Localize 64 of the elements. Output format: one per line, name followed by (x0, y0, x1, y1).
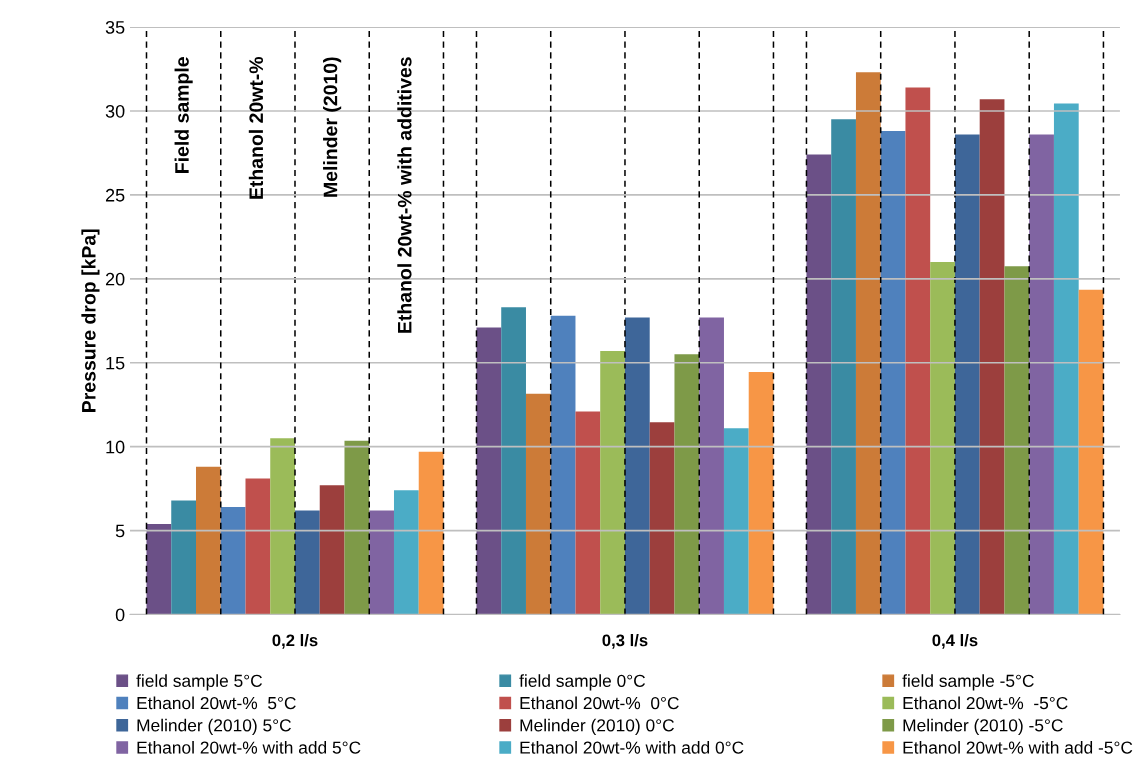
bar (319, 485, 345, 615)
annotation: Melinder (2010) (323, 57, 342, 197)
bar (525, 393, 551, 615)
y-tick-label: 35 (105, 20, 125, 34)
bar (930, 262, 955, 615)
bar (954, 134, 980, 615)
bar (624, 317, 650, 615)
legend-label: field sample 5°C (136, 674, 263, 691)
bar (245, 478, 271, 615)
bar (699, 317, 724, 615)
bar (674, 354, 700, 615)
bar (294, 510, 320, 615)
legend-label: Ethanol 20wt-% with add 0°C (520, 741, 744, 754)
bar (476, 327, 502, 615)
bar (369, 510, 394, 615)
bar (196, 466, 221, 615)
bar (146, 523, 172, 615)
legend-label: Melinder (2010) -5°C (903, 718, 1063, 735)
bar (1029, 134, 1054, 615)
bar (905, 87, 931, 615)
bar (1004, 266, 1030, 615)
legend-label: Ethanol 20wt-% with add -5°C (903, 741, 1133, 754)
bar (550, 315, 576, 615)
legend-label: Ethanol 20wt-% with add 5°C (137, 741, 361, 754)
bar (806, 154, 832, 615)
legend-label: Melinder (2010) 0°C (520, 718, 674, 735)
bar (748, 371, 774, 615)
bar (880, 131, 906, 615)
bar (600, 351, 625, 615)
annotation: Ethanol 20wt-% (248, 56, 264, 199)
bar (501, 307, 526, 615)
bar (649, 422, 675, 615)
legend-label: Ethanol 20wt-% 5°C (137, 696, 296, 710)
bar (171, 500, 196, 615)
legend-label: field sample -5°C (902, 674, 1034, 691)
bar (344, 440, 370, 615)
bar (270, 438, 295, 615)
bar (393, 490, 419, 615)
y-tick-label: 0 (115, 608, 125, 622)
y-tick-label: 30 (105, 104, 125, 118)
bar (1078, 289, 1104, 615)
legend-label: field sample 0°C (519, 674, 646, 691)
bar (831, 119, 856, 615)
x-tick-label: 0,3 l/s (602, 633, 648, 649)
y-tick-label: 20 (105, 272, 125, 286)
bar (1053, 103, 1079, 615)
x-tick-label: 0,2 l/s (272, 633, 318, 649)
bar (418, 451, 444, 615)
legend-label: Ethanol 20wt-% -5°C (903, 696, 1068, 710)
bar (855, 72, 881, 615)
legend-label: Melinder (2010) 5°C (137, 718, 291, 735)
y-tick-label: 15 (106, 356, 125, 370)
y-tick-label: 25 (105, 188, 125, 202)
bar (575, 411, 601, 615)
bar (979, 99, 1005, 615)
annotation: Ethanol 20wt-% with additives (397, 57, 412, 333)
bar (723, 428, 749, 615)
annotation: Field sample (174, 57, 193, 173)
y-tick-label: 5 (115, 524, 125, 538)
x-tick-label: 0,4 l/s (932, 633, 978, 649)
y-axis-title: Pressure drop [kPa] (81, 229, 100, 412)
y-tick-label: 10 (106, 440, 125, 454)
legend-label: Ethanol 20wt-% 0°C (520, 696, 679, 710)
bar (220, 507, 246, 615)
